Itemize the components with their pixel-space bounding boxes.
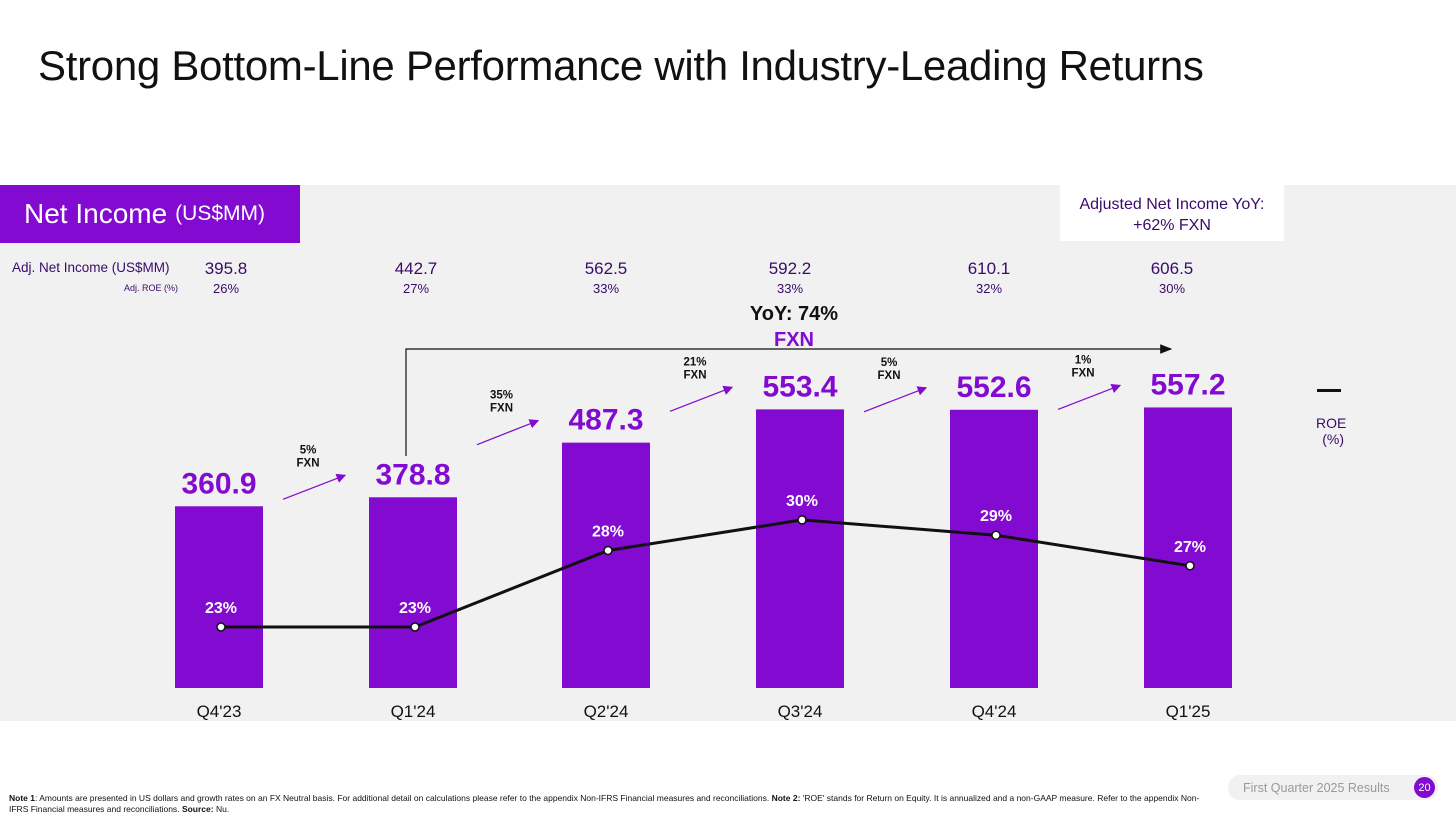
x-tick-label: Q1'24 bbox=[391, 702, 436, 721]
x-tick-label: Q2'24 bbox=[584, 702, 629, 721]
growth-pct-label: 5% bbox=[881, 357, 898, 369]
source-label: Source: bbox=[181, 804, 214, 814]
adj-roe-value: 33% bbox=[592, 281, 620, 296]
footer-notes: Note 1: Amounts are presented in US doll… bbox=[9, 793, 1209, 815]
adj-net-income-value: 592.2 bbox=[768, 259, 812, 278]
bar-value-label: 360.9 bbox=[181, 467, 256, 500]
adj-roe-value: 33% bbox=[776, 281, 804, 296]
note2-label: Note 2: bbox=[771, 793, 801, 803]
net-income-bar bbox=[562, 442, 650, 688]
net-income-bar bbox=[950, 409, 1038, 688]
bar-value-label: 557.2 bbox=[1150, 368, 1225, 401]
yoy-label: YoY: 74% bbox=[750, 303, 838, 325]
yoy-fxn-label: FXN bbox=[774, 329, 814, 351]
growth-unit-label: FXN bbox=[297, 457, 320, 469]
adj-net-income-value: 610.1 bbox=[967, 259, 1011, 278]
roe-value-label: 27% bbox=[1174, 539, 1206, 556]
growth-arrow bbox=[282, 473, 347, 500]
roe-legend-line-1: ROE bbox=[1316, 415, 1347, 431]
tab-title: Net Income bbox=[24, 198, 168, 229]
roe-value-label: 23% bbox=[399, 600, 431, 617]
roe-point bbox=[603, 545, 613, 556]
growth-unit-label: FXN bbox=[490, 403, 513, 415]
roe-legend-line-2: (%) bbox=[1322, 431, 1344, 447]
adj-roe-value: 27% bbox=[402, 281, 430, 296]
note1-label: Note 1 bbox=[9, 793, 35, 803]
yoy-callout-box: Adjusted Net Income YoY: +62% FXN bbox=[1060, 185, 1284, 241]
roe-point bbox=[1185, 561, 1195, 571]
source-text: Nu. bbox=[213, 804, 230, 814]
growth-arrow bbox=[1057, 384, 1122, 411]
growth-unit-label: FXN bbox=[684, 369, 707, 381]
growth-pct-label: 1% bbox=[1075, 354, 1092, 366]
adj-roe-value: 26% bbox=[212, 281, 240, 296]
adj-roe-label: Adj. ROE (%) bbox=[123, 283, 178, 293]
roe-legend-label: ROE (%) bbox=[1316, 415, 1347, 447]
net-income-bar bbox=[1144, 407, 1232, 688]
roe-value-label: 28% bbox=[592, 524, 624, 541]
adj-roe-value: 32% bbox=[975, 281, 1003, 296]
adj-net-income-value: 395.8 bbox=[204, 259, 248, 278]
note2-text: 'ROE' stands for Return on Equity. It is… bbox=[9, 793, 1200, 814]
growth-arrow bbox=[863, 386, 928, 413]
x-tick-label: Q4'24 bbox=[972, 702, 1017, 721]
growth-arrow bbox=[669, 385, 734, 412]
note1-text: : Amounts are presented in US dollars an… bbox=[34, 793, 770, 803]
tab-unit: (US$MM) bbox=[175, 202, 265, 225]
growth-pct-label: 5% bbox=[300, 444, 317, 456]
page-title: Strong Bottom-Line Performance with Indu… bbox=[38, 42, 1204, 89]
footer-badge-text: First Quarter 2025 Results bbox=[1243, 781, 1390, 795]
growth-unit-label: FXN bbox=[878, 370, 901, 382]
adj-net-income-value: 606.5 bbox=[1150, 259, 1194, 278]
roe-line bbox=[221, 518, 1191, 629]
roe-legend-line-icon bbox=[1317, 389, 1341, 392]
net-income-tab: Net Income (US$MM) bbox=[0, 185, 300, 243]
callout-line-1: Adjusted Net Income YoY: bbox=[1079, 196, 1265, 213]
roe-point bbox=[410, 622, 420, 632]
growth-pct-label: 35% bbox=[490, 390, 513, 402]
bar-value-label: 553.4 bbox=[762, 370, 837, 403]
page-number: 20 bbox=[1414, 777, 1435, 798]
growth-pct-label: 21% bbox=[683, 356, 706, 368]
roe-point bbox=[216, 622, 226, 632]
roe-point bbox=[797, 515, 807, 525]
net-income-bar bbox=[369, 497, 457, 688]
adj-net-income-value: 442.7 bbox=[394, 259, 438, 278]
adj-net-income-label: Adj. Net Income (US$MM) bbox=[12, 260, 170, 275]
net-income-bar bbox=[175, 506, 263, 688]
growth-unit-label: FXN bbox=[1072, 367, 1095, 379]
adj-net-income-value: 562.5 bbox=[584, 259, 628, 278]
roe-value-label: 30% bbox=[786, 493, 818, 510]
bar-value-label: 552.6 bbox=[956, 371, 1031, 404]
net-income-bar bbox=[756, 409, 844, 688]
x-tick-label: Q3'24 bbox=[778, 702, 823, 721]
roe-point bbox=[991, 530, 1001, 540]
adj-roe-value: 30% bbox=[1158, 281, 1186, 296]
x-tick-label: Q1'25 bbox=[1166, 702, 1211, 721]
footer-badge bbox=[1228, 775, 1438, 800]
callout-line-2: +62% FXN bbox=[1133, 217, 1211, 234]
x-tick-label: Q4'23 bbox=[197, 702, 242, 721]
bar-value-label: 487.3 bbox=[568, 404, 643, 437]
yoy-bracket-arrow bbox=[405, 344, 1173, 456]
growth-arrow bbox=[476, 419, 540, 446]
roe-value-label: 29% bbox=[980, 508, 1012, 525]
bar-value-label: 378.8 bbox=[375, 458, 450, 491]
roe-value-label: 23% bbox=[205, 600, 237, 617]
